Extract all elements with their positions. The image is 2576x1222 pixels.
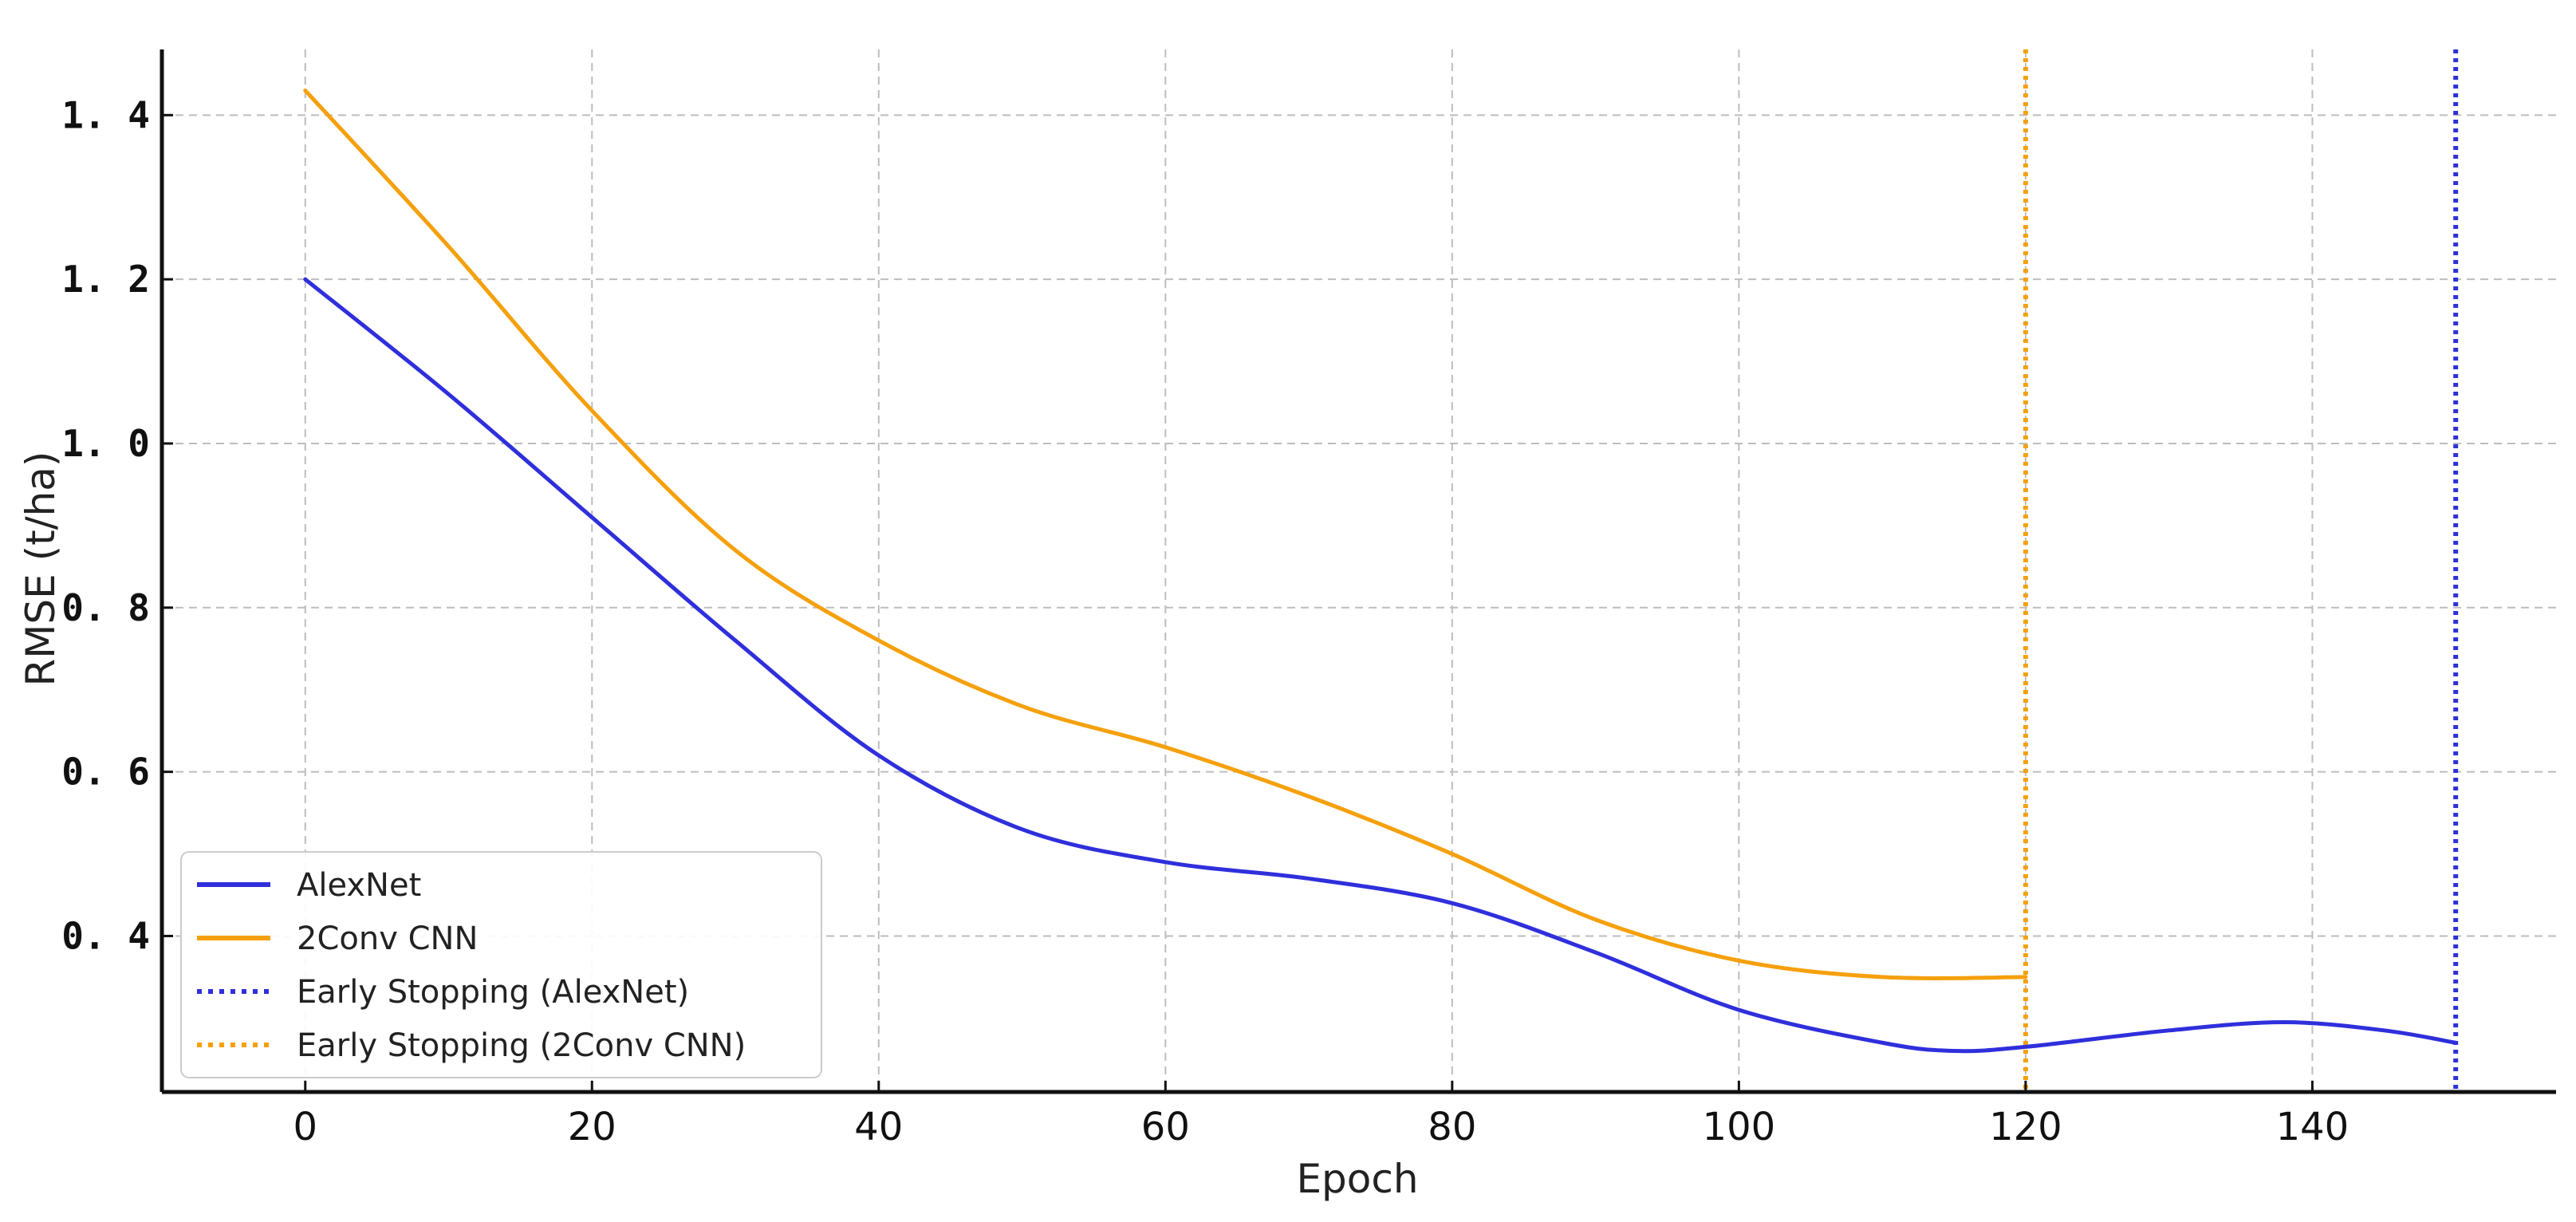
legend-label: AlexNet <box>297 867 421 904</box>
legend-box <box>180 851 822 1078</box>
x-tick-label: 80 <box>1428 1105 1476 1149</box>
y-tick-label: 1. 2 <box>61 258 150 301</box>
y-tick-label: 0. 8 <box>61 586 150 629</box>
early-stopping-lines <box>2023 49 2459 1092</box>
x-tick-label: 140 <box>2276 1105 2350 1149</box>
x-tick-label: 0 <box>293 1105 317 1149</box>
legend-label: Early Stopping (2Conv CNN) <box>297 1027 746 1064</box>
series-line <box>303 277 2458 1054</box>
x-tick-label: 120 <box>1989 1105 2062 1149</box>
x-tick-label: 40 <box>854 1105 903 1149</box>
y-tick-label: 1. 0 <box>61 422 150 465</box>
axes <box>160 49 2556 1094</box>
legend-label: 2Conv CNN <box>297 920 478 957</box>
y-axis-title: RMSE (t/ha) <box>18 451 64 687</box>
x-tick-label: 100 <box>1703 1105 1776 1149</box>
y-tick-label: 0. 6 <box>61 751 150 794</box>
series-line <box>303 88 2028 980</box>
x-tick-label: 20 <box>568 1105 616 1149</box>
x-axis-title: Epoch <box>1296 1156 1418 1202</box>
legend: AlexNet 2Conv CNN Early Stopping (AlexNet)… <box>180 851 822 1078</box>
y-tick-label: 1. 4 <box>61 93 150 136</box>
x-tick-label: 60 <box>1141 1105 1190 1149</box>
data-series <box>303 88 2458 1054</box>
tick-labels: 0 20 40 60 80 100 120 140 0. 4 0. 6 0. 8 1. 0 1. 2 1.… <box>61 93 2349 1149</box>
legend-label: Early Stopping (AlexNet) <box>297 974 689 1011</box>
y-tick-label: 0. 4 <box>61 914 150 957</box>
